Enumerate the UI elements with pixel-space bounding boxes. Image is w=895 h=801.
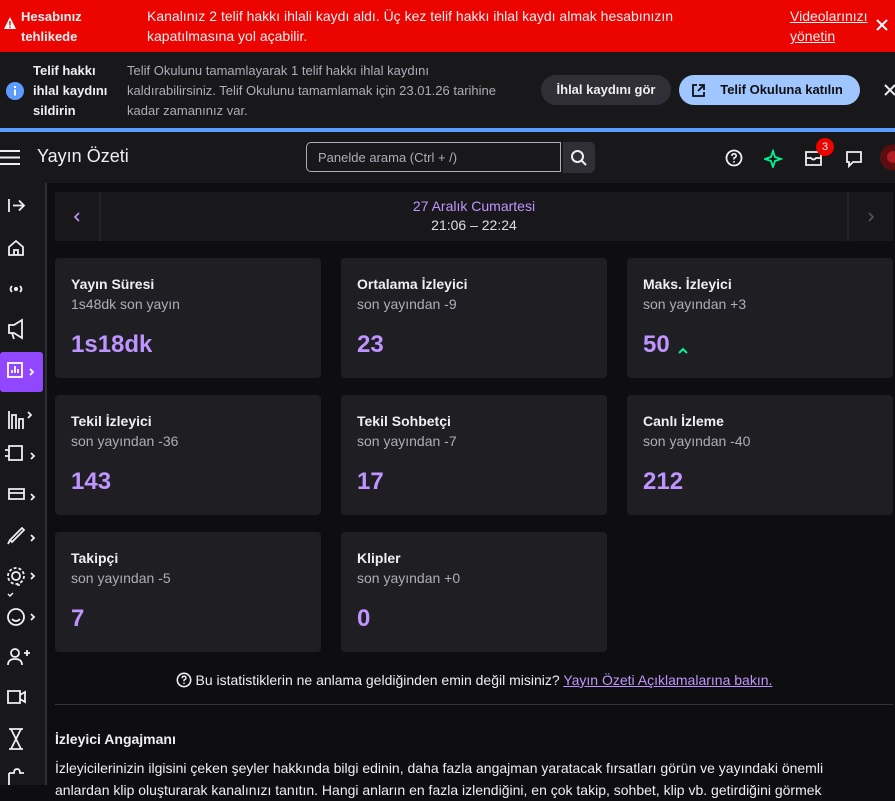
stat-card: Ortalama İzleyici son yayından -9 23 [341, 258, 607, 378]
accent-line [0, 128, 895, 132]
stat-subtitle: son yayından +3 [643, 296, 747, 312]
info-message: Telif Okulunu tamamlayarak 1 telif hakkı… [127, 63, 496, 118]
section-title: İzleyici Angajmanı [55, 731, 176, 747]
info-icon [6, 82, 24, 100]
stat-subtitle: son yayından -36 [71, 433, 179, 449]
stat-value: 17 [357, 468, 384, 495]
menu-button[interactable] [0, 149, 22, 166]
warning-icon [4, 17, 16, 29]
stat-title: Canlı İzleme [643, 413, 724, 429]
stream-date: 27 Aralık Cumartesi [412, 198, 536, 214]
date-arrows[interactable] [55, 192, 893, 241]
stat-value: 7 [71, 605, 85, 632]
stat-subtitle: son yayından +0 [357, 570, 461, 586]
close-button[interactable] [884, 84, 895, 96]
stat-title: Tekil Sohbetçi [357, 413, 451, 429]
view-strike-button[interactable]: İhlal kaydını gör [541, 75, 671, 105]
ai-button[interactable] [764, 149, 783, 168]
sidebar-icons[interactable] [0, 183, 45, 785]
join-school-button[interactable]: Telif Okuluna katılın [679, 75, 860, 105]
stat-title: Ortalama İzleyici [357, 276, 468, 292]
help-line: Bu istatistiklerin ne anlama geldiğinden… [55, 669, 893, 688]
stat-subtitle: son yayından -5 [71, 570, 171, 586]
section-text: İzleyicilerinizin ilgisini çeken şeyler … [55, 760, 824, 798]
stat-value: 0 [357, 605, 371, 632]
search-icon [571, 150, 587, 166]
stat-card: Canlı İzleme son yayından -40 212 [627, 395, 893, 515]
close-button[interactable] [876, 19, 888, 31]
stat-value: 143 [71, 468, 112, 495]
search-button[interactable] [563, 142, 595, 173]
stat-card: Tekil İzleyici son yayından -36 143 [55, 395, 321, 515]
external-icon [692, 84, 705, 97]
alert-message: Kanalınız 2 telif hakkı ihlali kaydı ald… [147, 8, 674, 44]
top-nav: Yayın Özeti Panelde arama (Ctrl + /) 3 [0, 132, 895, 183]
stat-card: Klipler son yayından +0 0 [341, 532, 607, 652]
stat-value: 1s18dk [71, 331, 153, 358]
stat-title: Klipler [357, 550, 401, 566]
stat-subtitle: son yayından -9 [357, 296, 457, 312]
stat-subtitle: son yayından -7 [357, 433, 457, 449]
info-title: Telif hakkı ihlal kaydını sildirin [33, 63, 108, 118]
stat-value: 50 [643, 331, 670, 358]
stat-title: Maks. İzleyici [643, 276, 732, 292]
search-input[interactable]: Panelde arama (Ctrl + /) [306, 142, 561, 172]
divider [55, 704, 893, 705]
avatar[interactable] [879, 144, 895, 171]
inbox-button[interactable] [804, 149, 824, 167]
trend-up-icon [678, 347, 688, 354]
stream-time-range: 21:06 – 22:24 [431, 217, 517, 233]
stat-value: 212 [643, 468, 684, 495]
stat-subtitle: son yayından -40 [643, 433, 751, 449]
stat-title: Yayın Süresi [71, 276, 155, 292]
alert-banner: Hesabınız tehlikede Kanalınız 2 telif ha… [0, 0, 895, 52]
join-school-label: Telif Okuluna katılın [720, 82, 843, 97]
stat-card: Maks. İzleyici son yayından +3 50 [627, 258, 893, 378]
help-text: Bu istatistiklerin ne anlama geldiğinden… [195, 672, 560, 688]
info-banner: Telif hakkı ihlal kaydını sildirin Telif… [0, 52, 895, 128]
alert-link[interactable]: Videolarınızı yönetin [790, 8, 868, 44]
stat-subtitle: 1s48dk son yayın [71, 296, 180, 312]
stat-title: Takipçi [71, 550, 119, 566]
help-link[interactable]: Yayın Özeti Açıklamalarına bakın. [563, 672, 773, 688]
alert-title: Hesabınız tehlikede [21, 9, 82, 44]
stat-card: Takipçi son yayından -5 7 [55, 532, 321, 652]
stat-value: 23 [357, 331, 384, 358]
stat-card: Yayın Süresi 1s48dk son yayın 1s18dk [55, 258, 321, 378]
date-navigator: 27 Aralık Cumartesi 21:06 – 22:24 [55, 192, 893, 241]
page-title: Yayın Özeti [37, 146, 129, 166]
help-button[interactable] [725, 149, 743, 167]
stat-card: Tekil Sohbetçi son yayından -7 17 [341, 395, 607, 515]
whispers-button[interactable] [845, 150, 863, 168]
sidebar [0, 183, 47, 785]
notification-badge: 3 [816, 138, 834, 156]
stat-title: Tekil İzleyici [71, 413, 152, 429]
help-icon [176, 672, 192, 688]
